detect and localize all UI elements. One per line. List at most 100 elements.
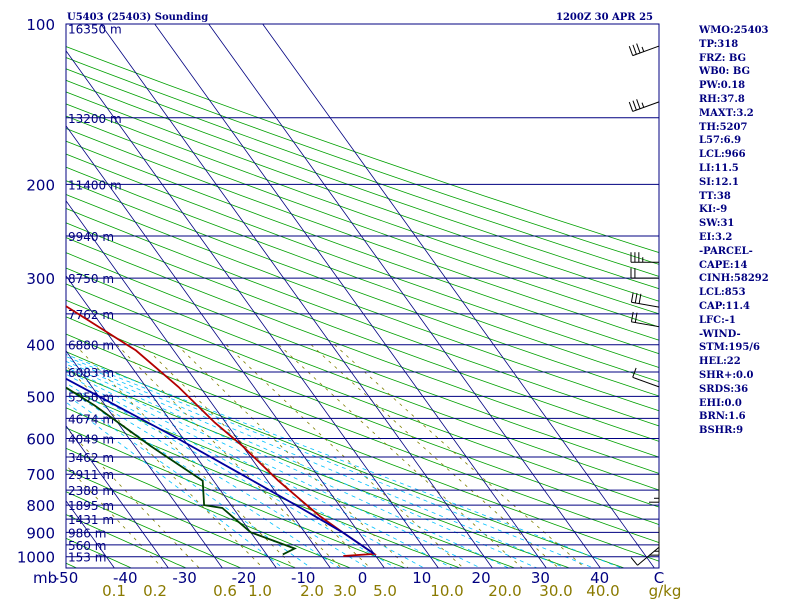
mixing-ratio-tick-label: 20.0 [488,582,521,600]
index-item: CINH:58292 [699,273,769,285]
index-item: WMO:25403 [699,25,769,36]
index-item: LCL:853 [699,287,746,299]
mixing-ratio-tick-label: 0.6 [213,582,237,600]
dry-adiabat [66,115,659,328]
dry-adiabat [66,180,659,397]
isotherm [154,24,547,568]
index-item: LFC:-1 [699,314,736,326]
mixing-ratio-tick-label: 0.1 [102,582,126,600]
mixing-ratio-tick-label: 2.0 [300,582,324,600]
temperature-tick-label: 30 [531,569,550,587]
plot-area [0,24,659,568]
index-item: CAP:11.4 [699,300,750,312]
index-item: TP:318 [699,38,739,50]
mixing-ratio-tick-label: 40.0 [586,582,619,600]
temperature-tick-label: C [654,569,664,587]
moist-adiabat [66,394,312,568]
height-label: 16350 m [68,23,122,37]
dewpoint-trace [66,386,297,556]
temperature-tick-label: -30 [172,569,197,587]
dry-adiabat [66,57,659,265]
moist-adiabat [66,382,368,568]
index-item: EHI:0.0 [699,397,742,409]
dry-adiabat [66,491,241,568]
temperature-tick-label: -50 [54,569,79,587]
dry-adiabat [66,103,659,315]
index-item: SRDS:36 [699,383,749,395]
dry-adiabat [66,299,659,526]
height-label: 1895 m [68,499,114,513]
index-item: STM:195/6 [699,342,760,354]
mixing-ratio-unit-label: g/kg [649,582,682,600]
height-label: 986 m [68,526,106,540]
mixing-ratio-line [310,344,559,568]
wind-barb [649,474,660,503]
index-item: LI:11.5 [699,162,739,174]
dry-adiabat [66,447,351,568]
dry-adiabat [66,316,659,544]
dry-adiabat [66,68,659,277]
dry-adiabat [66,514,187,568]
isotherm [66,125,385,568]
plot-frame [65,23,660,569]
sounding-time: 1200Z 30 APR 25 [556,12,653,23]
index-item: MAXT:3.2 [699,107,754,119]
mixing-ratio-line [116,344,342,568]
mixing-ratio-line [176,344,409,568]
height-label: 3462 m [68,451,114,465]
index-item: BSHR:9 [699,425,744,437]
index-item: SI:12.1 [699,176,739,188]
height-label: 9940 m [68,230,114,244]
dry-adiabat [66,194,659,412]
height-label: 153 m [68,551,106,565]
wind-barb [630,311,660,328]
pressure-unit-label: mb [33,569,57,587]
pressure-tick-label: 100 [26,16,55,34]
mixing-ratio-tick-label: 5.0 [373,582,397,600]
wind-barb [628,99,660,112]
height-label: 11400 m [68,178,122,192]
index-item: FRZ: BG [699,52,747,64]
index-item: SW:31 [699,218,735,230]
index-item: -WIND- [699,328,741,340]
index-item: TT:38 [699,190,731,202]
temperature-tick-label: 20 [472,569,491,587]
dry-adiabat [66,562,77,568]
height-label: 5350 m [68,390,114,404]
isotherm [66,200,331,568]
mixing-ratio-line [225,344,464,568]
pressure-tick-label: 600 [26,431,55,449]
pressure-tick-label: 500 [26,388,55,406]
temperature-trace [66,305,377,557]
dry-adiabat [66,46,659,253]
index-item: CAPE:14 [699,259,748,271]
height-label: 560 m [68,539,106,553]
station-title: U5403 (25403) Sounding [67,12,208,23]
dry-adiabat [66,79,659,290]
height-label: 1431 m [68,513,114,527]
height-label: 7762 m [68,308,114,322]
index-item: PW:0.18 [699,80,746,92]
index-item: KI:-9 [699,204,728,216]
index-item: WB0: BG [699,66,750,78]
mixing-ratio-line [278,344,523,568]
wind-barb [630,292,660,308]
sounding-traces [66,305,377,557]
dry-adiabat [66,252,659,474]
temperature-tick-label: 0 [358,569,368,587]
dry-adiabat [66,333,659,562]
isotherm [66,275,277,568]
pressure-tick-label: 1000 [17,549,55,567]
dry-adiabat [66,222,659,442]
temperature-tick-label: -10 [291,569,316,587]
mixing-ratio-line [142,344,371,568]
dry-adiabat [66,166,659,383]
isotherm [0,24,60,568]
moist-adiabat [66,370,453,568]
pressure-tick-label: 400 [26,337,55,355]
dry-adiabat [66,267,659,491]
mixing-ratio-tick-label: 1.0 [248,582,272,600]
temperature-tick-label: -40 [113,569,138,587]
moist-adiabat [66,354,622,568]
